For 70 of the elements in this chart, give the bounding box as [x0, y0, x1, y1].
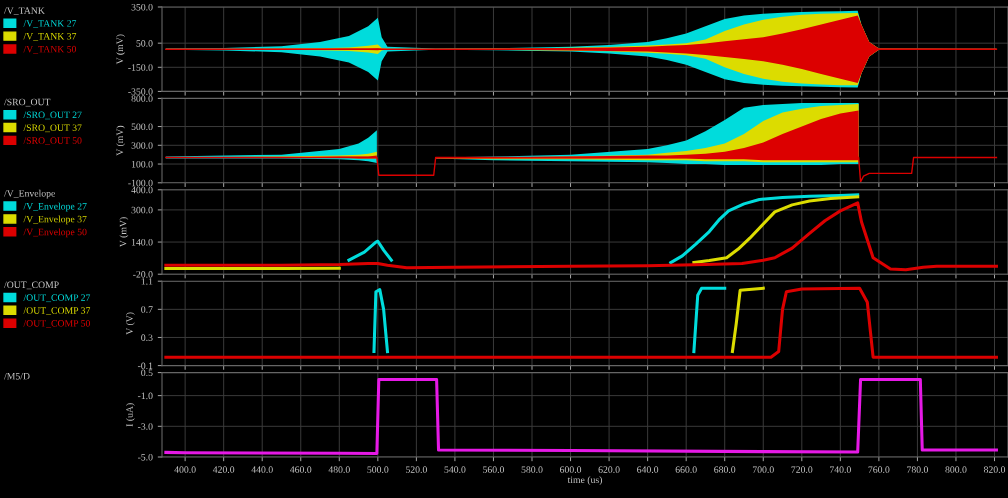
x-tick-label: 580.0	[521, 466, 543, 473]
y-tick-label: 300.0	[131, 142, 153, 149]
line-series	[164, 286, 998, 359]
x-tick-label: 560.0	[483, 466, 505, 473]
legend-label: /V_Envelope 37	[23, 215, 87, 225]
x-tick-label: 620.0	[598, 466, 620, 473]
y-tick-label: 0.5	[141, 369, 153, 377]
x-tick-label: 500.0	[367, 466, 389, 473]
y-axis-title: V (mV)	[116, 125, 126, 156]
x-tick-label: 660.0	[675, 466, 697, 473]
legend-label: /V_TANK 37	[23, 33, 77, 41]
legend-title: /OUT_COMP	[4, 281, 59, 290]
text: /SRO_OUT 50	[23, 137, 82, 145]
x-tick-label: 780.0	[907, 466, 928, 473]
y-tick-label: 50.0	[136, 40, 153, 47]
y-tick-label: -350.0	[128, 88, 153, 95]
y-tick-label: -100.0	[128, 179, 153, 187]
x-tick-label: 760.0	[868, 466, 890, 473]
y-tick-label: 300.0	[131, 206, 153, 214]
line-series	[730, 286, 765, 354]
y-tick-label: 0.3	[141, 334, 153, 341]
y-tick-label: -5.0	[137, 453, 153, 461]
x-tick-label: 700.0	[752, 466, 774, 473]
legend-title: /M5/D	[4, 372, 30, 380]
y-tick-label: -20.0	[133, 271, 153, 278]
x-tick-label: 720.0	[791, 466, 813, 473]
legend-label: /SRO_OUT 37	[23, 124, 82, 133]
y-axis-title: V (mV)	[119, 217, 129, 248]
legend-title: /SRO_OUT	[4, 98, 51, 107]
text: /OUT_COMP 37	[23, 307, 91, 315]
x-tick-label: 400.0	[174, 466, 196, 473]
x-tick-label: 420.0	[212, 466, 235, 473]
x-tick-label: 800.0	[945, 466, 967, 473]
y-axis-title: V (mV)	[116, 34, 126, 65]
y-tick-label: -0.1	[137, 362, 153, 370]
x-axis-title: time (us)	[567, 476, 602, 486]
y-tick-label: -3.0	[137, 423, 153, 430]
y-tick-label: 0.7	[141, 306, 153, 313]
legend-label: /V_TANK 50	[23, 45, 77, 54]
line-series	[164, 201, 998, 272]
y-axis-title: V (V)	[125, 312, 135, 335]
y-tick-label: 140.0	[131, 238, 153, 246]
y-tick-label: 800.0	[131, 95, 153, 102]
legend-label: /SRO_OUT 27	[23, 111, 82, 120]
text: /OUT_COMP 27	[23, 294, 91, 303]
y-tick-label: 400.0	[131, 186, 153, 194]
x-tick-label: 480.0	[328, 466, 350, 473]
legend-label: /V_Envelope 27	[23, 202, 87, 212]
legend-label: /V_TANK 27	[23, 20, 77, 28]
legend-title: /V_TANK	[4, 7, 45, 15]
y-tick-label: 350.0	[131, 3, 153, 11]
text: /OUT_COMP 50	[23, 320, 90, 328]
x-tick-label: 740.0	[830, 466, 851, 473]
x-tick-label: 820.0	[983, 466, 1006, 473]
y-tick-label: -1.0	[137, 392, 153, 400]
legend-title: /V_Envelope	[4, 189, 55, 199]
y-axis-title: I (uA)	[125, 403, 135, 427]
x-tick-label: 520.0	[406, 466, 427, 473]
x-tick-label: 460.0	[290, 466, 312, 473]
line-series	[164, 377, 998, 455]
x-tick-label: 600.0	[560, 466, 582, 473]
y-tick-label: 1.1	[141, 278, 153, 285]
x-tick-label: 640.0	[637, 466, 659, 473]
y-tick-label: 100.0	[131, 160, 153, 168]
x-tick-label: 440.0	[251, 466, 273, 473]
x-tick-label: 680.0	[714, 466, 736, 473]
y-tick-label: -150.0	[128, 64, 153, 71]
x-tick-label: 540.0	[444, 466, 466, 473]
legend-label: /V_Envelope 50	[23, 228, 87, 238]
y-tick-label: 500.0	[131, 123, 153, 131]
